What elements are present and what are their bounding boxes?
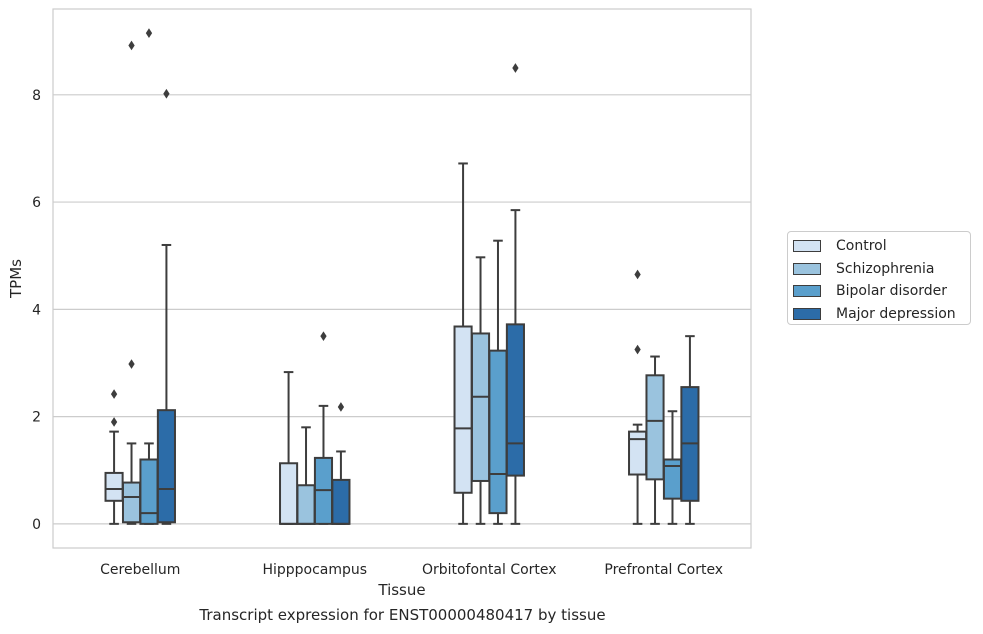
outlier-point bbox=[128, 40, 135, 51]
box-iqr bbox=[628, 430, 648, 476]
x-tick-label: Prefrontal Cortex bbox=[604, 562, 723, 578]
y-tick-labels: 0 2 4 6 8 bbox=[32, 88, 41, 533]
chart-caption: Transcript expression for ENST0000048041… bbox=[199, 606, 606, 624]
box-schizophrenia bbox=[470, 256, 491, 525]
box-control bbox=[104, 389, 124, 525]
box-major-depression bbox=[331, 402, 351, 525]
outlier-point bbox=[163, 88, 170, 99]
box-iqr bbox=[121, 481, 142, 524]
box-iqr bbox=[279, 462, 299, 525]
box-iqr bbox=[453, 325, 473, 494]
box-bipolar-disorder bbox=[662, 410, 683, 525]
box-iqr bbox=[156, 409, 176, 524]
outlier-point bbox=[110, 417, 118, 427]
legend-item: Major depression bbox=[788, 303, 970, 326]
x-tick-label: Hipppocampus bbox=[262, 562, 367, 578]
box-schizophrenia bbox=[121, 40, 142, 525]
box-iqr bbox=[645, 374, 665, 481]
y-tick-label: 8 bbox=[32, 88, 41, 104]
legend-swatch bbox=[793, 262, 821, 275]
x-tick-label: Orbitofontal Cortex bbox=[422, 562, 557, 578]
outlier-point bbox=[634, 344, 641, 355]
legend-item: Bipolar disorder bbox=[788, 280, 970, 303]
box-major-depression bbox=[505, 63, 525, 525]
y-tick-label: 6 bbox=[32, 195, 41, 211]
y-tick-label: 4 bbox=[32, 302, 41, 318]
box-bipolar-disorder bbox=[488, 239, 508, 525]
outlier-point bbox=[110, 389, 118, 399]
legend-swatch bbox=[793, 307, 821, 320]
box-iqr bbox=[470, 332, 491, 482]
box-iqr bbox=[296, 484, 316, 525]
box-bipolar-disorder bbox=[139, 28, 159, 525]
legend-swatch bbox=[793, 285, 821, 298]
box-control bbox=[279, 371, 299, 525]
box-control bbox=[628, 269, 648, 525]
outlier-point bbox=[634, 269, 641, 280]
legend-label: Major depression bbox=[836, 305, 956, 322]
box-bipolar-disorder bbox=[313, 331, 334, 525]
box-iqr bbox=[331, 478, 351, 525]
box-major-depression bbox=[680, 335, 700, 525]
legend-item: Control bbox=[788, 235, 970, 258]
legend-label: Control bbox=[836, 238, 887, 255]
outlier-point bbox=[128, 359, 135, 369]
y-tick-label: 0 bbox=[32, 517, 41, 533]
plot-frame bbox=[52, 8, 752, 549]
legend-swatch bbox=[793, 240, 821, 253]
legend-label: Schizophrenia bbox=[836, 260, 935, 277]
legend-item: Schizophrenia bbox=[788, 258, 970, 281]
outlier-point bbox=[320, 331, 327, 341]
x-axis-label: Tissue bbox=[377, 581, 425, 599]
box-iqr bbox=[104, 471, 124, 502]
box-major-depression bbox=[156, 88, 176, 525]
box-iqr bbox=[139, 458, 159, 525]
legend: Control Schizophrenia Bipolar disorder Majo… bbox=[787, 231, 971, 325]
outlier-point bbox=[512, 63, 519, 73]
legend-label: Bipolar disorder bbox=[836, 283, 948, 300]
boxes bbox=[104, 28, 700, 525]
box-schizophrenia bbox=[296, 426, 316, 525]
outlier-point bbox=[145, 28, 153, 38]
box-iqr bbox=[505, 323, 525, 477]
box-control bbox=[453, 162, 473, 525]
box-schizophrenia bbox=[645, 355, 665, 525]
box-iqr bbox=[488, 349, 508, 515]
outlier-point bbox=[337, 402, 345, 412]
x-tick-labels: Cerebellum Hipppocampus Orbitofontal Corte… bbox=[100, 562, 723, 578]
x-tick-label: Cerebellum bbox=[100, 562, 180, 578]
y-axis-label: TPMs bbox=[7, 259, 25, 299]
y-tick-label: 2 bbox=[32, 410, 41, 426]
